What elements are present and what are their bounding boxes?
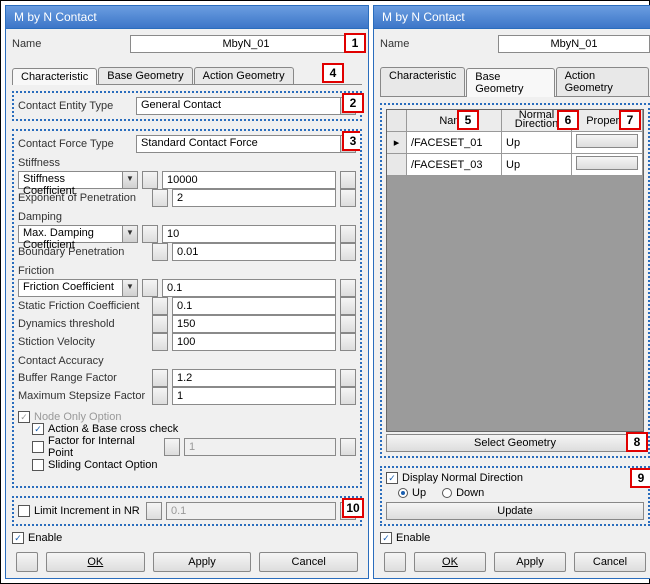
table-row: ▸ /FACESET_01 Up [387, 132, 643, 154]
abc-cb[interactable]: ✓ [32, 423, 44, 435]
callout-10: 10 [342, 498, 364, 518]
entity-label: Contact Entity Type [18, 100, 132, 112]
stiffness-dd[interactable]: Stiffness Coefficient▼ [18, 171, 138, 189]
callout-9: 9 [630, 468, 650, 488]
disp-normal-cb[interactable]: ✓ [386, 472, 398, 484]
col-name: Name [407, 110, 502, 132]
cancel-button-r[interactable]: Cancel [574, 552, 646, 572]
enable-cb[interactable]: ✓ [12, 532, 24, 544]
force-dd[interactable]: Standard Contact Force ▼ [136, 135, 356, 153]
ok-button[interactable]: OK [46, 552, 145, 572]
callout-2: 2 [342, 93, 364, 113]
bp-val[interactable] [172, 243, 336, 261]
tab-action-geometry[interactable]: Action Geometry [194, 67, 294, 84]
normal-box: ✓ Display Normal Direction Up Down Updat… [380, 466, 650, 526]
stiffness-hdr: Stiffness [18, 157, 356, 169]
select-geometry-button[interactable]: Select Geometry [386, 434, 644, 452]
left-window: M by N Contact Name 1 Characteristic Bas… [5, 5, 369, 579]
pencil-icon[interactable] [384, 552, 406, 572]
limit-cb[interactable] [18, 505, 30, 517]
tab-action-geometry-r[interactable]: Action Geometry [556, 67, 649, 96]
fip-cb[interactable] [32, 441, 44, 453]
exp-label: Exponent of Penetration [18, 192, 148, 204]
radio-down[interactable] [442, 488, 452, 498]
cancel-button[interactable]: Cancel [259, 552, 358, 572]
tab-base-geometry[interactable]: Base Geometry [98, 67, 192, 84]
callout-3: 3 [342, 131, 362, 151]
tabs-left: Characteristic Base Geometry Action Geom… [12, 67, 362, 85]
sco-cb[interactable] [32, 459, 44, 471]
callout-6: 6 [557, 110, 579, 130]
tab-characteristic[interactable]: Characteristic [12, 68, 97, 85]
eq-btn[interactable] [340, 171, 356, 189]
damping-hdr: Damping [18, 211, 356, 223]
damping-val[interactable] [162, 225, 336, 243]
tab-base-geometry-r[interactable]: Base Geometry [466, 68, 554, 97]
tabs-right: Characteristic Base Geometry Action Geom… [380, 67, 650, 97]
damping-dd[interactable]: Max. Damping Coefficient▼ [18, 225, 138, 243]
name-label-r: Name [380, 38, 494, 50]
grid-box: Name Normal Direction Property 5 6 7 ▸ /… [380, 103, 650, 458]
bp-label: Boundary Penetration [18, 246, 148, 258]
stiffness-val[interactable] [162, 171, 336, 189]
tab-characteristic-r[interactable]: Characteristic [380, 67, 465, 96]
apply-button[interactable]: Apply [153, 552, 252, 572]
name-input[interactable] [130, 35, 362, 53]
row-marker-icon: ▸ [387, 132, 407, 154]
name-label: Name [12, 38, 126, 50]
callout-8: 8 [626, 432, 648, 452]
right-window: M by N Contact Name Characteristic Base … [373, 5, 650, 579]
callout-1: 1 [344, 33, 366, 53]
entity-dd[interactable]: General Contact ▼ [136, 97, 356, 115]
callout-7: 7 [619, 110, 641, 130]
pv-btn[interactable] [142, 171, 158, 189]
enable-cb-r[interactable]: ✓ [380, 532, 392, 544]
pencil-icon[interactable] [16, 552, 38, 572]
friction-dd[interactable]: Friction Coefficient▼ [18, 279, 138, 297]
node-opt-cb: ✓ [18, 411, 30, 423]
exp-val[interactable] [172, 189, 336, 207]
title-right: M by N Contact [374, 6, 650, 29]
callout-4: 4 [322, 63, 344, 83]
table-row: /FACESET_03 Up [387, 154, 643, 176]
force-label: Contact Force Type [18, 138, 132, 150]
radio-up[interactable] [398, 488, 408, 498]
callout-5: 5 [457, 110, 479, 130]
property-button[interactable] [576, 134, 638, 148]
main-box: Contact Force Type Standard Contact Forc… [12, 129, 362, 488]
entity-box: Contact Entity Type General Contact ▼ 2 [12, 91, 362, 121]
friction-hdr: Friction [18, 265, 356, 277]
limit-box: Limit Increment in NR 10 [12, 496, 362, 526]
accuracy-hdr: Contact Accuracy [18, 355, 356, 367]
geometry-grid[interactable]: Name Normal Direction Property 5 6 7 ▸ /… [386, 109, 644, 432]
property-button[interactable] [576, 156, 638, 170]
apply-button-r[interactable]: Apply [494, 552, 566, 572]
ok-button-r[interactable]: OK [414, 552, 486, 572]
update-button[interactable]: Update [386, 502, 644, 520]
name-input-r[interactable] [498, 35, 650, 53]
title-left: M by N Contact [6, 6, 368, 29]
